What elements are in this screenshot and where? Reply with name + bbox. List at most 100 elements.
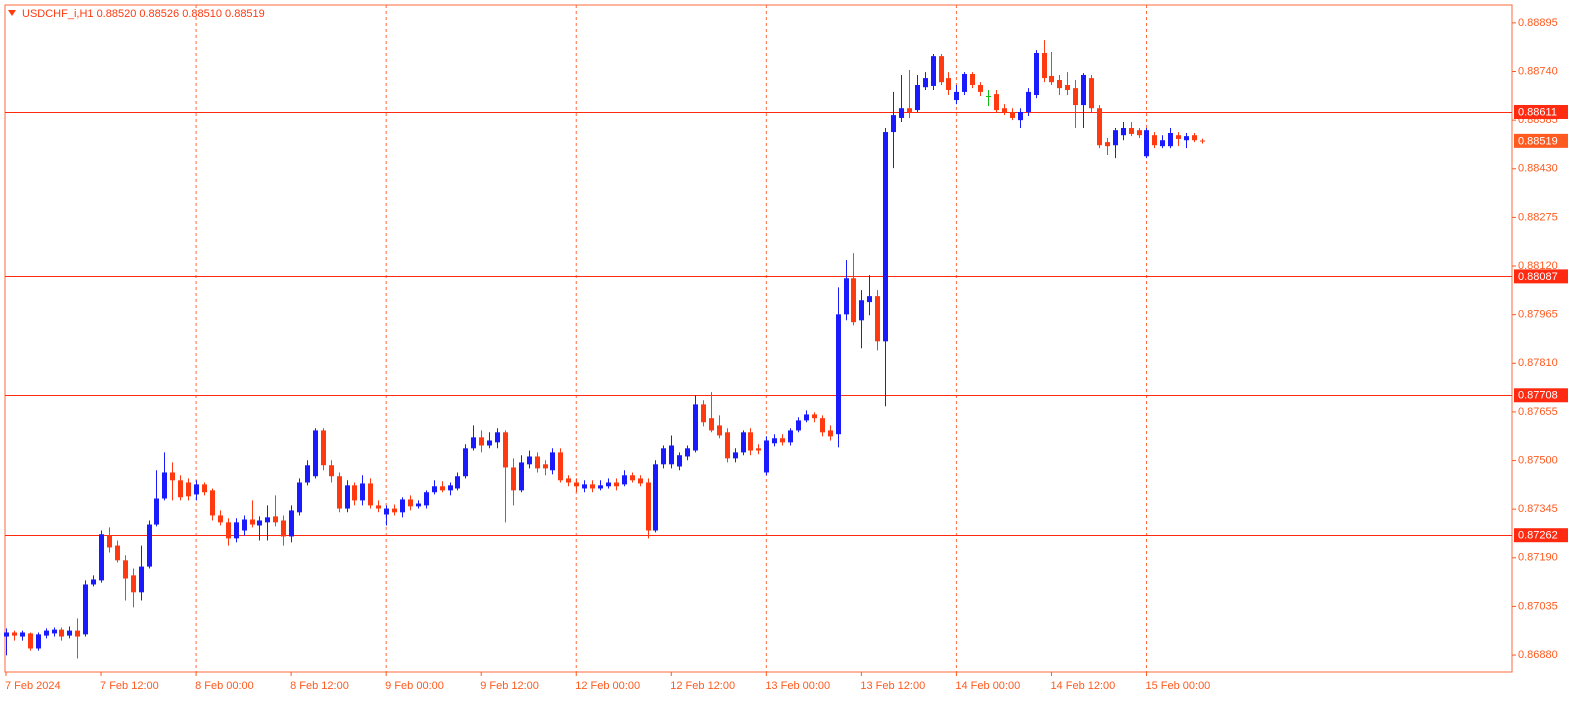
candle-body <box>820 418 825 433</box>
candle-body <box>915 85 920 111</box>
candle-body <box>1152 135 1157 146</box>
candle-body <box>273 516 278 523</box>
candle-body <box>582 484 587 489</box>
candle-body <box>590 484 595 489</box>
candle-body <box>1042 53 1047 79</box>
candle-body <box>511 467 516 491</box>
x-tick-label: 12 Feb 12:00 <box>670 680 735 692</box>
level-label: 0.88611 <box>1518 106 1557 118</box>
candle-body <box>946 78 951 91</box>
y-tick-label: 0.87965 <box>1518 309 1558 321</box>
candle-body <box>733 452 738 459</box>
candle-body <box>83 584 88 635</box>
candle-body <box>123 560 128 579</box>
candle-body <box>250 519 255 525</box>
candle-body <box>574 482 579 487</box>
chart-title: USDCHF_i,H1 0.88520 0.88526 0.88510 0.88… <box>22 8 265 20</box>
candle-body <box>550 452 555 471</box>
candle-body <box>139 566 144 593</box>
candle-body <box>471 437 476 449</box>
candle-body <box>202 484 207 493</box>
level-label: 0.87708 <box>1518 390 1558 402</box>
candle-body <box>748 432 753 451</box>
candle-body <box>1073 88 1078 106</box>
candle-body <box>970 74 975 86</box>
x-tick-label: 12 Feb 00:00 <box>575 680 640 692</box>
candle-body <box>566 478 571 483</box>
candle-body <box>352 485 357 501</box>
candle-body <box>329 465 334 477</box>
y-tick-label: 0.87500 <box>1518 454 1558 466</box>
candle-body <box>1097 108 1102 146</box>
candle-body <box>836 314 841 435</box>
candle-body <box>226 522 231 539</box>
candle-body <box>1034 53 1039 96</box>
candle-body <box>479 437 484 446</box>
level-label: 0.87262 <box>1518 530 1558 542</box>
candle-body <box>606 482 611 487</box>
candle-body <box>432 486 437 493</box>
candle-body <box>875 296 880 342</box>
bid-label: 0.88519 <box>1518 135 1558 147</box>
candle-body <box>416 503 421 507</box>
candle-body <box>1002 108 1007 112</box>
x-tick-label: 14 Feb 12:00 <box>1050 680 1115 692</box>
x-tick-label: 7 Feb 2024 <box>5 680 61 692</box>
candle-body <box>384 508 389 515</box>
candle-body <box>693 404 698 451</box>
candle-body <box>234 522 239 539</box>
candle-body <box>1168 133 1173 147</box>
candle-body <box>844 278 849 315</box>
candle-body <box>28 633 33 649</box>
candle-body <box>360 483 365 501</box>
candle-body <box>154 498 159 525</box>
candle-body <box>1026 91 1031 112</box>
y-tick-label: 0.87655 <box>1518 406 1558 418</box>
candle-body <box>788 430 793 443</box>
candle-body <box>717 425 722 436</box>
candle-body <box>756 448 761 451</box>
candle-body <box>463 448 468 477</box>
candle-body <box>622 475 627 485</box>
candle-body <box>725 432 730 459</box>
candle-body <box>741 432 746 453</box>
y-tick-label: 0.87035 <box>1518 600 1558 612</box>
candle-body <box>859 300 864 321</box>
candle-body <box>503 432 508 468</box>
candle-body <box>107 535 112 548</box>
candle-body <box>392 508 397 513</box>
candle-body <box>709 418 714 431</box>
candle-body <box>67 630 72 636</box>
candle-body <box>487 440 492 446</box>
candle-body <box>1176 135 1181 139</box>
menu-triangle[interactable] <box>8 10 16 16</box>
candle-body <box>115 545 120 561</box>
candle-body <box>701 404 706 423</box>
candle-body <box>614 482 619 487</box>
candle-body <box>891 115 896 133</box>
candle-body <box>669 445 674 465</box>
candle-body <box>218 515 223 523</box>
bid-label-box <box>1514 133 1568 148</box>
candle-body <box>495 432 500 443</box>
candle-body <box>376 505 381 509</box>
candle-body <box>780 438 785 443</box>
candle-body <box>1081 74 1086 106</box>
candle-body <box>345 485 350 509</box>
y-tick-label: 0.88895 <box>1518 17 1558 29</box>
candle-body <box>1113 130 1118 146</box>
candle-body <box>170 472 175 481</box>
level-label: 0.88087 <box>1518 271 1558 283</box>
candle-body <box>994 94 999 111</box>
candle-body <box>36 634 41 649</box>
candle-body <box>440 486 445 491</box>
candle-body <box>851 278 856 323</box>
candle-body <box>535 456 540 469</box>
candle-body <box>630 475 635 481</box>
candle-body <box>883 132 888 342</box>
candle-body <box>1105 142 1110 147</box>
candle-body <box>1192 135 1197 141</box>
candle-body <box>519 462 524 491</box>
candle-body <box>59 629 64 637</box>
candle-body <box>828 430 833 437</box>
